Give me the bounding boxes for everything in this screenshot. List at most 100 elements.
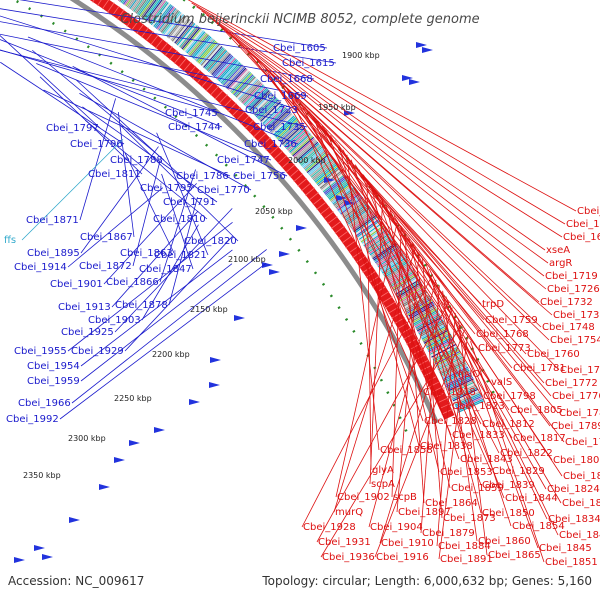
gene-marker [234,315,245,321]
feature-stripe [153,4,172,28]
leader-line-left [21,138,124,241]
forward-strand-segment [289,168,300,178]
inner-dotted-track [12,0,410,437]
gene-marker [69,517,80,523]
feature-stripe [245,86,267,108]
feature-stripe [310,158,333,178]
feature-stripe [335,190,359,209]
gene-label-right: Cbei_1773 [478,343,531,354]
gene-label-right: Cbei_1928 [303,522,356,533]
gene-label-left: Cbei_1786 [176,171,229,182]
forward-strand-segment [312,196,323,206]
gene-label-left: Cbei_1791 [163,197,216,208]
gene-label-right: Cbei_1789 [551,421,600,432]
feature-stripe [416,316,442,332]
leader-line-right [391,226,402,498]
feature-stripe [326,178,350,198]
forward-strand-segment [178,57,187,68]
feature-stripe [238,79,260,101]
gene-marker [129,440,140,446]
feature-stripe [280,123,303,144]
feature-stripe [204,47,224,69]
feature-stripe [217,58,237,81]
leader-line-left [0,49,220,114]
feature-stripe [445,373,472,388]
leader-line-right [216,22,547,290]
feature-stripe [158,8,177,31]
leader-line-right [338,144,420,447]
forward-strand-segment [164,46,173,57]
leader-line-left [0,33,309,97]
forward-strand-segment [381,296,393,304]
forward-strand-segment [240,115,250,125]
forward-strand-segment [305,187,315,196]
feature-stripe [208,51,229,74]
leader-line-right [438,335,468,560]
feature-stripe [444,371,471,385]
feature-stripe [133,0,143,12]
feature-stripe [385,262,410,279]
gene-label-right: Cbei_1853 [440,467,493,478]
gene-marker [269,269,280,275]
feature-stripe [128,0,135,9]
feature-stripe [250,91,271,112]
forward-strand-segment [338,230,349,239]
feature-stripe [357,220,381,238]
leader-line-left [132,160,161,267]
gene-marker [99,484,110,490]
kbp-tick-labels: 1900 kbp 1950 kbp 2000 kbp 2050 kbp 2100 kbp… [23,51,380,480]
feature-stripe [193,37,213,60]
feature-stripe [449,381,476,395]
feature-stripe [138,0,151,16]
forward-strand-segment [126,16,135,27]
gene-label-left: Cbei_1872 [79,261,132,272]
leader-line-left [156,132,209,256]
feature-stripe [316,166,340,186]
leader-line-left [0,21,315,80]
gene-label-right: Cbei_1904 [370,522,423,533]
feature-stripe [456,397,483,410]
forward-strand-segment [331,220,342,229]
feature-stripe [122,0,128,5]
feature-stripe [317,167,341,187]
feature-stripe [308,156,331,176]
feature-stripe [205,48,225,70]
feature-stripe [222,64,243,86]
forward-strand-segment [92,0,95,3]
feature-stripe [216,57,236,80]
feature-stripe [354,216,378,234]
forward-strand-segment [273,150,284,160]
leader-line-left [36,63,272,161]
feature-stripe [307,155,330,175]
feature-stripe [399,286,425,302]
gene-label-right: Cbei_1670 [577,206,600,217]
feature-stripe [409,304,435,320]
forward-strand-segment [441,408,453,415]
feature-stripe [365,231,389,249]
feature-stripe [370,239,395,257]
feature-stripe [129,0,137,10]
forward-strand-segment [106,2,115,13]
gene-label-left: Cbei_1744 [168,122,221,133]
gene-label-left: Cbei_1863 [120,248,173,259]
gene-label-right: Cbei_1768 [476,329,529,340]
feature-stripe [191,35,211,58]
leader-line-right [420,285,440,534]
feature-stripe [288,132,310,152]
forward-strand-segment [183,61,192,72]
gene-label-right: Cbei_1843 [460,454,513,465]
genome-backbone [69,0,439,425]
gene-label-right: xseA [546,245,570,256]
feature-stripe [183,29,203,52]
leader-line-right [368,279,437,528]
forward-strand-segment [192,69,201,80]
gene-marker [402,75,413,81]
forward-strand-segment [293,173,304,182]
feature-stripe [290,134,312,155]
feature-stripe [303,150,326,170]
feature-stripe [287,130,309,151]
feature-stripe [265,107,287,128]
feature-stripe [180,26,200,49]
feature-stripe [130,0,139,11]
